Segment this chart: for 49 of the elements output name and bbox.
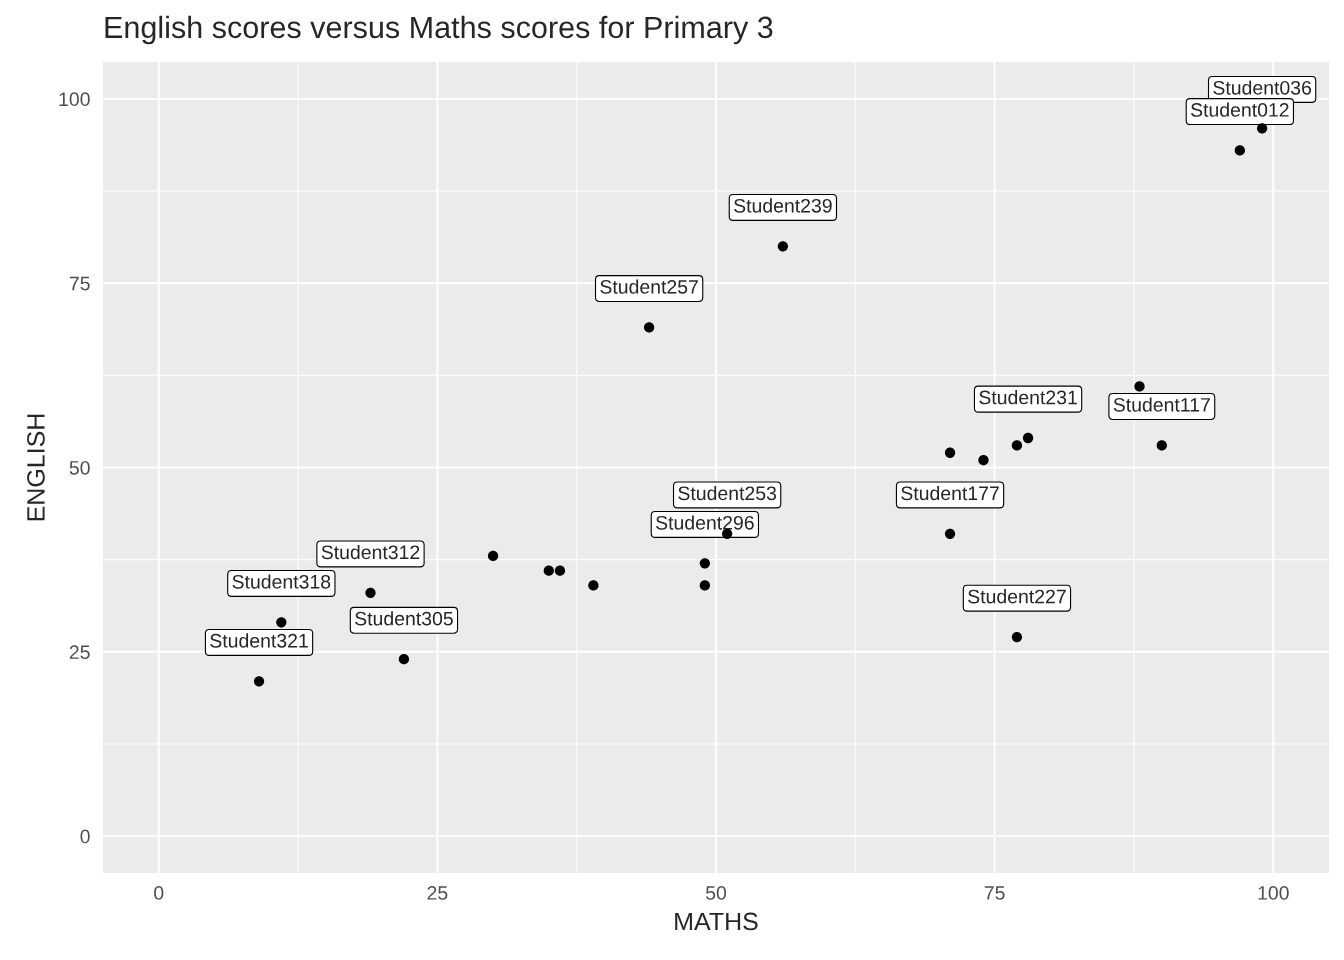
point	[699, 558, 710, 569]
point	[253, 676, 265, 687]
annotation: Student296	[656, 515, 754, 530]
point	[1011, 440, 1023, 451]
point	[365, 587, 376, 598]
x-tick-label: 100	[1258, 886, 1289, 900]
annotation: Student253	[678, 485, 777, 501]
annotation: Student321	[210, 633, 308, 648]
annotation: Student239	[734, 198, 832, 213]
y-axis-title: ENGLISH	[27, 414, 45, 521]
point	[1234, 145, 1245, 156]
annotation: Student036	[1213, 80, 1312, 95]
annotation: Student312	[321, 544, 420, 560]
annotation: Student177	[901, 485, 999, 501]
annotation: Student227	[968, 589, 1066, 604]
point	[944, 528, 956, 539]
y-tick-label: 100	[59, 92, 90, 107]
annotation: Student257	[600, 279, 698, 294]
x-tick-label: 0	[154, 886, 164, 900]
x-tick-label: 25	[427, 886, 448, 900]
point	[1134, 381, 1145, 392]
point	[588, 580, 599, 591]
annotation: Student117	[1113, 397, 1210, 412]
annotation: Student012	[1190, 102, 1289, 117]
point	[777, 241, 789, 252]
x-tick-label: 75	[984, 886, 1005, 900]
y-tick-label: 0	[80, 829, 90, 844]
point	[944, 447, 956, 458]
annotation: Student231	[979, 390, 1077, 405]
point	[554, 565, 566, 576]
point	[1156, 440, 1167, 451]
point	[978, 454, 989, 466]
y-tick-label: 50	[69, 460, 90, 475]
point	[487, 550, 499, 562]
point	[1011, 631, 1023, 643]
point	[643, 322, 655, 333]
point	[398, 654, 410, 665]
chart-title: English scores versus Maths scores for Primary 3	[105, 15, 773, 45]
y-tick-label: 75	[69, 276, 90, 291]
annotation: Student305	[355, 611, 453, 626]
point	[1256, 123, 1268, 134]
x-tick-label: 50	[705, 886, 727, 900]
point	[543, 565, 554, 576]
y-tick-label: 25	[69, 645, 90, 660]
point	[1022, 432, 1034, 444]
point	[699, 580, 710, 591]
x-axis-title: MATHS	[675, 912, 758, 931]
point	[276, 617, 287, 628]
annotation: Student318	[232, 574, 331, 589]
